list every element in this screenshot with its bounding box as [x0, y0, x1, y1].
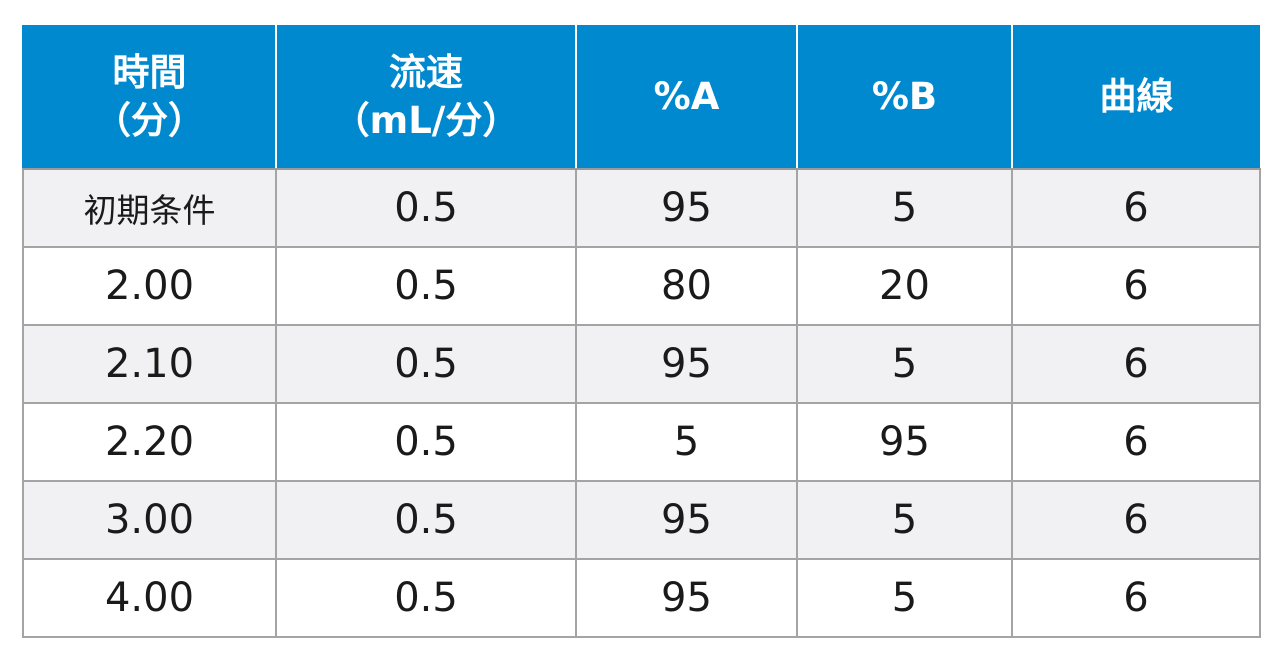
- cell-time: 2.00: [22, 246, 277, 326]
- cell-percent-b: 20: [796, 246, 1013, 326]
- header-flow: 流速 （mL/分）: [275, 25, 576, 170]
- cell-time: 2.20: [22, 402, 277, 482]
- table-row: 4.00 0.5 95 5 6: [22, 558, 1261, 638]
- cell-percent-b: 5: [796, 558, 1013, 638]
- table-row: 3.00 0.5 95 5 6: [22, 480, 1261, 560]
- cell-percent-b: 95: [796, 402, 1013, 482]
- cell-percent-a: 95: [575, 480, 798, 560]
- header-flow-unit: （mL/分）: [332, 98, 520, 142]
- cell-percent-a: 80: [575, 246, 798, 326]
- header-time-label: 時間: [112, 50, 187, 94]
- table-row: 2.20 0.5 5 95 6: [22, 402, 1261, 482]
- gradient-table-container: 時間 （分） 流速 （mL/分） %A %B 曲線 初: [22, 25, 1261, 638]
- cell-flow: 0.5: [275, 168, 577, 248]
- header-percent-a-label: %A: [653, 74, 720, 118]
- table-row: 初期条件 0.5 95 5 6: [22, 168, 1261, 248]
- cell-curve: 6: [1011, 558, 1261, 638]
- header-time-unit: （分）: [94, 98, 205, 142]
- cell-flow: 0.5: [275, 558, 577, 638]
- cell-percent-b: 5: [796, 324, 1013, 404]
- cell-percent-a: 5: [575, 402, 798, 482]
- header-percent-b-label: %B: [871, 74, 938, 118]
- cell-curve: 6: [1011, 246, 1261, 326]
- table-row: 2.00 0.5 80 20 6: [22, 246, 1261, 326]
- cell-percent-b: 5: [796, 168, 1013, 248]
- cell-percent-b: 5: [796, 480, 1013, 560]
- cell-flow: 0.5: [275, 324, 577, 404]
- header-flow-label: 流速: [389, 50, 463, 94]
- cell-percent-a: 95: [575, 324, 798, 404]
- header-curve-label: 曲線: [1099, 74, 1174, 118]
- table-row: 2.10 0.5 95 5 6: [22, 324, 1261, 404]
- cell-curve: 6: [1011, 480, 1261, 560]
- table-header-row: 時間 （分） 流速 （mL/分） %A %B 曲線: [22, 25, 1260, 170]
- cell-time: 3.00: [22, 480, 277, 560]
- cell-curve: 6: [1011, 324, 1261, 404]
- cell-flow: 0.5: [275, 402, 577, 482]
- header-time: 時間 （分）: [22, 25, 276, 170]
- cell-time: 4.00: [22, 558, 277, 638]
- cell-time: 2.10: [22, 324, 277, 404]
- cell-time: 初期条件: [22, 168, 277, 248]
- header-curve: 曲線: [1011, 25, 1260, 170]
- cell-curve: 6: [1011, 168, 1261, 248]
- gradient-table: 時間 （分） 流速 （mL/分） %A %B 曲線 初: [22, 25, 1261, 638]
- header-percent-b: %B: [796, 25, 1012, 170]
- cell-curve: 6: [1011, 402, 1261, 482]
- cell-percent-a: 95: [575, 558, 798, 638]
- cell-flow: 0.5: [275, 480, 577, 560]
- cell-flow: 0.5: [275, 246, 577, 326]
- cell-percent-a: 95: [575, 168, 798, 248]
- header-percent-a: %A: [575, 25, 797, 170]
